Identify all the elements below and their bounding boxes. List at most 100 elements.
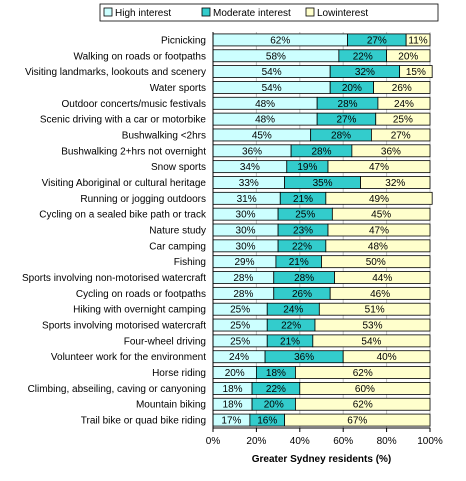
data-label: 54% <box>262 67 282 78</box>
bar-segment <box>314 318 431 332</box>
data-label: 17% <box>221 416 241 427</box>
data-label: 20% <box>264 400 284 411</box>
bar-segment <box>373 81 431 94</box>
bar-segment <box>299 381 431 395</box>
bar-segment <box>405 33 431 47</box>
bar-segment <box>327 223 431 237</box>
data-label: 11% <box>408 35 427 46</box>
data-label: 40% <box>377 352 397 363</box>
data-label: 21% <box>280 336 300 347</box>
data-label: 27% <box>391 130 411 141</box>
data-label: 32% <box>355 67 375 78</box>
data-label: 18% <box>223 384 243 395</box>
data-label: 45% <box>252 130 272 141</box>
data-label: 16% <box>257 416 277 427</box>
data-label: 51% <box>365 305 385 316</box>
data-label: 23% <box>293 226 313 237</box>
bar-segment <box>295 366 431 379</box>
data-label: 36% <box>294 352 314 363</box>
category-label: Walking on roads or footpaths <box>74 51 206 62</box>
data-label: 32% <box>385 178 405 189</box>
data-label: 28% <box>338 99 358 110</box>
data-label: 58% <box>266 51 286 62</box>
data-label: 62% <box>353 368 373 379</box>
data-label: 22% <box>292 241 312 252</box>
data-label: 28% <box>233 273 253 284</box>
data-label: 47% <box>369 226 389 237</box>
data-label: 19% <box>297 162 317 173</box>
data-label: 48% <box>368 241 388 252</box>
bar-segment <box>325 191 433 205</box>
category-label: Cycling on a sealed bike path or track <box>39 210 207 221</box>
data-label: 36% <box>242 146 262 157</box>
category-label: Volunteer work for the environment <box>51 352 206 363</box>
data-label: 54% <box>361 336 381 347</box>
data-label: 30% <box>236 226 256 237</box>
category-label: Scenic driving with a car or motorbike <box>40 115 207 126</box>
bar-segment <box>318 302 431 316</box>
data-label: 24% <box>394 99 414 110</box>
category-label: Bushwalking 2+hrs not overnight <box>61 146 206 157</box>
data-label: 48% <box>255 115 275 126</box>
category-label: Cycling on roads or footpaths <box>76 289 206 300</box>
data-label: 24% <box>229 352 249 363</box>
category-label: Sports involving motorised watercraft <box>42 321 206 332</box>
category-label: Trail bike or quad bike riding <box>81 416 206 427</box>
data-label: 62% <box>270 35 290 46</box>
data-label: 35% <box>313 178 333 189</box>
data-label: 20% <box>342 83 362 94</box>
data-label: 15% <box>406 67 426 78</box>
legend-swatch <box>201 7 211 17</box>
data-label: 18% <box>266 368 286 379</box>
data-label: 49% <box>369 194 389 205</box>
category-label: Hiking with overnight camping <box>73 305 206 316</box>
bar-segment <box>351 144 431 158</box>
bar-segment <box>360 176 431 189</box>
bar-segment <box>284 413 431 427</box>
category-label: Picnicking <box>161 35 206 46</box>
data-label: 50% <box>366 257 386 268</box>
data-label: 62% <box>353 400 373 411</box>
category-label: Four-wheel driving <box>124 336 206 347</box>
x-tick-label: 40% <box>290 436 310 447</box>
data-label: 36% <box>381 146 401 157</box>
data-label: 27% <box>336 115 356 126</box>
x-tick-label: 0% <box>206 436 221 447</box>
data-label: 29% <box>234 257 254 268</box>
data-label: 48% <box>255 99 275 110</box>
category-label: Visiting landmarks, lookouts and scenery <box>25 67 206 78</box>
legend-entry: Moderate interest <box>213 8 291 19</box>
data-label: 28% <box>233 289 253 300</box>
data-label: 60% <box>355 384 375 395</box>
data-label: 25% <box>230 336 250 347</box>
data-label: 22% <box>353 51 373 62</box>
bar-segment <box>312 334 431 348</box>
data-label: 28% <box>331 130 351 141</box>
data-label: 46% <box>370 289 390 300</box>
data-label: 30% <box>236 241 256 252</box>
data-label: 45% <box>371 210 391 221</box>
data-label: 30% <box>236 210 256 221</box>
bar-segment <box>325 239 431 253</box>
bar-segment <box>321 255 431 269</box>
bar-segment <box>342 350 431 364</box>
legend: High interest Moderate interest Lowinteres… <box>99 3 439 22</box>
data-label: 53% <box>362 321 382 332</box>
x-tick-label: 20% <box>246 436 266 447</box>
data-label: 25% <box>393 115 413 126</box>
data-label: 22% <box>266 384 286 395</box>
bar-segment <box>386 49 431 63</box>
data-label: 67% <box>347 416 367 427</box>
data-label: 34% <box>240 162 260 173</box>
bar-segment <box>331 207 431 221</box>
category-label: Bushwalking <2hrs <box>122 130 206 141</box>
category-label: Sports involving non-motorised watercraf… <box>22 273 206 284</box>
data-label: 47% <box>369 162 389 173</box>
category-label: Horse riding <box>152 368 206 379</box>
category-label: Water sports <box>150 83 206 94</box>
data-label: 54% <box>262 83 282 94</box>
bar-segment <box>377 96 431 110</box>
bar-segment <box>399 65 433 78</box>
bars: 62% 27% 11% 58% 22% 20% 54% 32% 15% 54% 20% 26% 48% 2… <box>212 33 433 427</box>
